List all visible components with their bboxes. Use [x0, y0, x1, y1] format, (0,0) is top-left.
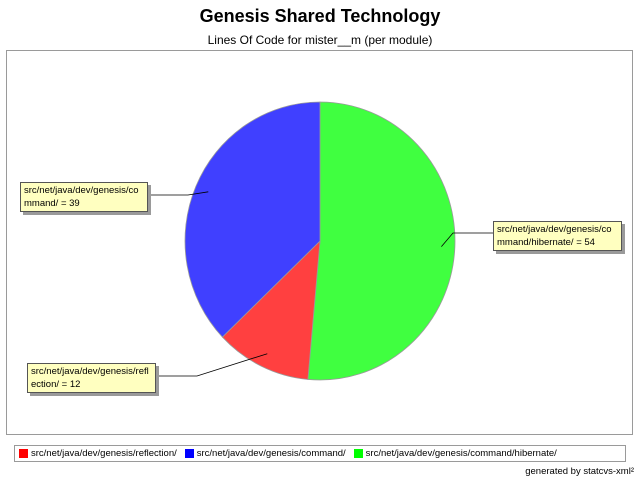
chart-subtitle: Lines Of Code for mister__m (per module) [207, 33, 433, 47]
legend-label: src/net/java/dev/genesis/command/ [196, 448, 346, 459]
callout-reflection: src/net/java/dev/genesis/reflection/ = 1… [27, 363, 156, 393]
pie-slice [221, 239, 321, 380]
legend-item-hibernate: src/net/java/dev/genesis/command/hiberna… [353, 448, 557, 459]
callout-leader-line [441, 232, 493, 247]
legend-swatch [184, 449, 194, 458]
legend-swatch [19, 449, 28, 458]
legend-label: src/net/java/dev/genesis/command/hiberna… [365, 448, 557, 459]
chart-title: Genesis Shared Technology [199, 6, 441, 26]
legend-item-reflection: src/net/java/dev/genesis/reflection/ [19, 448, 177, 459]
callout-hibernate: src/net/java/dev/genesis/command/hiberna… [493, 221, 622, 251]
legend-swatch [353, 449, 363, 458]
pie-slice [184, 101, 321, 338]
pie-slice [307, 101, 456, 381]
footer-credit: generated by statcvs-xml² [525, 466, 634, 477]
legend: src/net/java/dev/genesis/reflection/ src… [14, 445, 626, 462]
legend-label: src/net/java/dev/genesis/reflection/ [31, 448, 177, 459]
callout-leader-line [157, 353, 268, 377]
callout-command: src/net/java/dev/genesis/command/ = 39 [20, 182, 148, 212]
legend-item-command: src/net/java/dev/genesis/command/ [184, 448, 346, 459]
callout-leader-line [148, 191, 209, 196]
